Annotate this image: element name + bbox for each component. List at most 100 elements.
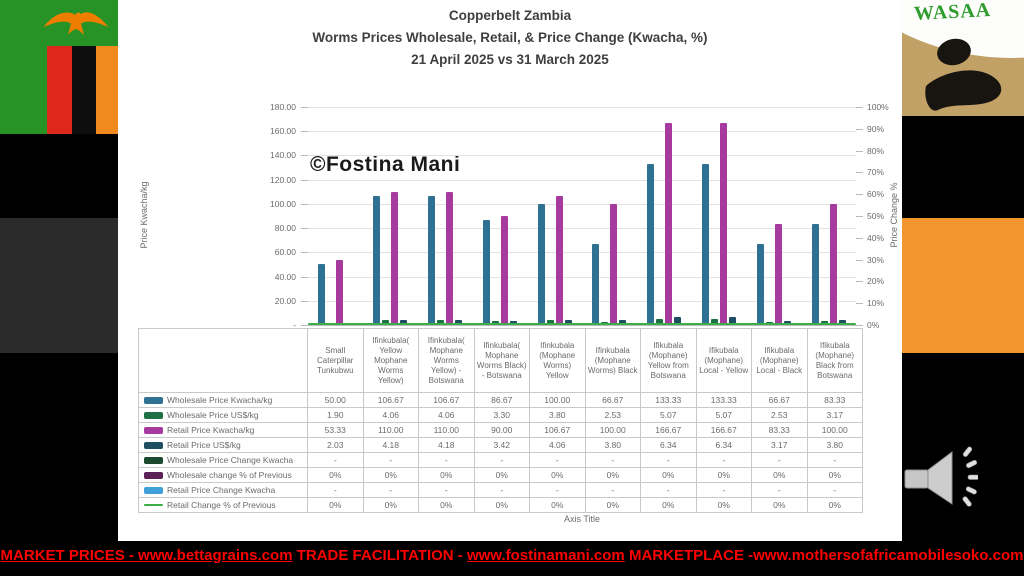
- table-value-cell: 3.42: [473, 437, 530, 453]
- left-axis-tick-label: 100.00: [270, 198, 296, 209]
- table-value-cell: 0%: [695, 497, 752, 513]
- table-value-cell: 83.33: [751, 422, 808, 438]
- bar-retail-price-kwacha-kg: [665, 123, 673, 325]
- table-value-cell: 100.00: [529, 392, 586, 408]
- right-axis-title: Price Change %: [889, 182, 899, 248]
- right-axis-tick: [856, 237, 863, 239]
- footer-marketing-bar: MARKET PRICES - www.bettagrains.com TRAD…: [0, 547, 1024, 564]
- table-value-cell: 0%: [529, 467, 586, 483]
- table-value-cell: 6.34: [640, 437, 697, 453]
- table-value-cell: 6.34: [695, 437, 752, 453]
- category-header: Ifikubala (Mophane) Black from Botswana: [806, 328, 863, 393]
- speaker-icon[interactable]: [894, 440, 978, 514]
- table-value-cell: 166.67: [695, 422, 752, 438]
- table-value-cell: -: [362, 452, 419, 468]
- table-value-cell: 110.00: [418, 422, 475, 438]
- watermark-text: ©Fostina Mani: [310, 153, 461, 176]
- bar-retail-price-kwacha-kg: [336, 260, 344, 325]
- series-label-cell: Wholesale Price Change Kwacha: [138, 452, 308, 468]
- right-orange-panel: [902, 218, 1024, 353]
- table-value-cell: 2.53: [751, 407, 808, 423]
- table-value-cell: 106.67: [362, 392, 419, 408]
- left-axis-tick: [301, 179, 308, 181]
- table-value-cell: 4.18: [418, 437, 475, 453]
- chart-panel: Copperbelt Zambia Worms Prices Wholesale…: [118, 0, 902, 541]
- line-series-retail-change: [308, 322, 856, 325]
- gridline: [308, 107, 856, 108]
- right-axis-tick: [856, 216, 863, 217]
- table-row: Retail Price US$/kg 2.03 4.18 4.18 3.42 4.06 3…: [138, 437, 863, 453]
- table-value-cell: 0%: [529, 497, 586, 513]
- bar-retail-price-us-kg: [728, 317, 736, 325]
- data-table: Small Caterpillar Tunkubwu Ifinkubala( Ye…: [138, 328, 863, 513]
- gridline: [308, 276, 856, 278]
- x-axis-title: Axis Title: [563, 514, 600, 524]
- bar-retail-price-kwacha-kg: [555, 195, 563, 325]
- bar-cluster: [472, 107, 527, 325]
- table-value-cell: -: [418, 452, 475, 468]
- wasaa-logo-mark-icon: [925, 38, 1002, 111]
- table-value-cell: 0%: [473, 497, 530, 513]
- table-value-cell: 0%: [473, 467, 530, 483]
- gridline: [308, 228, 856, 230]
- chart-subtitle: Worms Prices Wholesale, Retail, & Price …: [312, 30, 708, 45]
- bar-wholesale-price-kwacha-kg: [647, 163, 655, 325]
- series-label-cell: Retail Price Kwacha/kg: [138, 422, 308, 438]
- wasaa-logo: WASAA: [902, 0, 1024, 116]
- table-value-cell: 0%: [362, 467, 419, 483]
- table-value-cell: 0%: [751, 467, 808, 483]
- series-label-cell: Retail Price US$/kg: [138, 437, 308, 453]
- bar-retail-price-kwacha-kg: [391, 191, 399, 325]
- table-value-cell: -: [751, 452, 808, 468]
- table-value-cell: 0%: [640, 467, 697, 483]
- gridline: [308, 155, 856, 157]
- table-row: Wholesale Price Change Kwacha - - - - - - - - - -: [138, 452, 863, 468]
- bar-cluster: [308, 107, 363, 325]
- bar-cluster: [637, 107, 692, 325]
- bar-cluster: [746, 107, 801, 325]
- chart-date-range: 21 April 2025 vs 31 March 2025: [411, 52, 609, 67]
- table-value-cell: 133.33: [695, 392, 752, 408]
- table-value-cell: 5.07: [695, 407, 752, 423]
- footer-link[interactable]: www.fostinamani.com: [466, 547, 625, 564]
- table-value-cell: -: [640, 452, 697, 468]
- series-label: Wholesale Price US$/kg: [167, 410, 259, 420]
- series-label-cell: Wholesale change % of Previous: [138, 467, 308, 483]
- legend-swatch-icon: [144, 411, 163, 419]
- right-axis-tick: [856, 128, 863, 130]
- table-value-cell: 0%: [806, 467, 863, 483]
- chart-title: Copperbelt Zambia: [448, 8, 572, 23]
- footer-link[interactable]: MARKET PRICES - www.bettagrains.com: [0, 547, 293, 564]
- bar-wholesale-price-us-kg: [710, 318, 718, 325]
- table-value-cell: 4.18: [362, 437, 419, 453]
- bar-wholesale-price-kwacha-kg: [701, 163, 709, 325]
- legend-swatch-icon: [144, 456, 163, 464]
- left-axis-tick: [301, 252, 308, 254]
- right-axis-tick-label: 40%: [867, 232, 885, 243]
- bar-wholesale-price-kwacha-kg: [373, 195, 381, 325]
- series-label: Wholesale Price Kwacha/kg: [167, 395, 273, 405]
- left-axis-tick: [301, 155, 308, 157]
- table-value-cell: 0%: [695, 467, 752, 483]
- table-value-cell: -: [584, 452, 641, 468]
- left-axis-tick-label: 160.00: [270, 126, 296, 137]
- wasaa-logo-text: WASAA: [913, 0, 992, 26]
- table-value-cell: 0%: [751, 497, 808, 513]
- left-axis-tick-label: 40.00: [274, 271, 296, 282]
- left-axis-tick: [301, 228, 308, 230]
- right-axis-tick: [856, 107, 863, 108]
- bar-retail-price-kwacha-kg: [610, 203, 618, 325]
- bar-wholesale-price-kwacha-kg: [811, 224, 819, 325]
- bar-cluster: [418, 107, 473, 325]
- series-label-cell: Retail Change % of Previous: [138, 497, 308, 513]
- table-value-cell: -: [473, 452, 530, 468]
- table-value-cell: 4.06: [362, 407, 419, 423]
- gridline: [308, 252, 856, 254]
- table-value-cell: -: [751, 482, 808, 498]
- left-axis-tick: [301, 203, 308, 205]
- left-axis-tick-label: 60.00: [274, 247, 296, 258]
- series-label-cell: Wholesale Price Kwacha/kg: [138, 392, 308, 408]
- left-axis-tick-label: 120.00: [270, 174, 296, 185]
- bar-cluster: [801, 107, 856, 325]
